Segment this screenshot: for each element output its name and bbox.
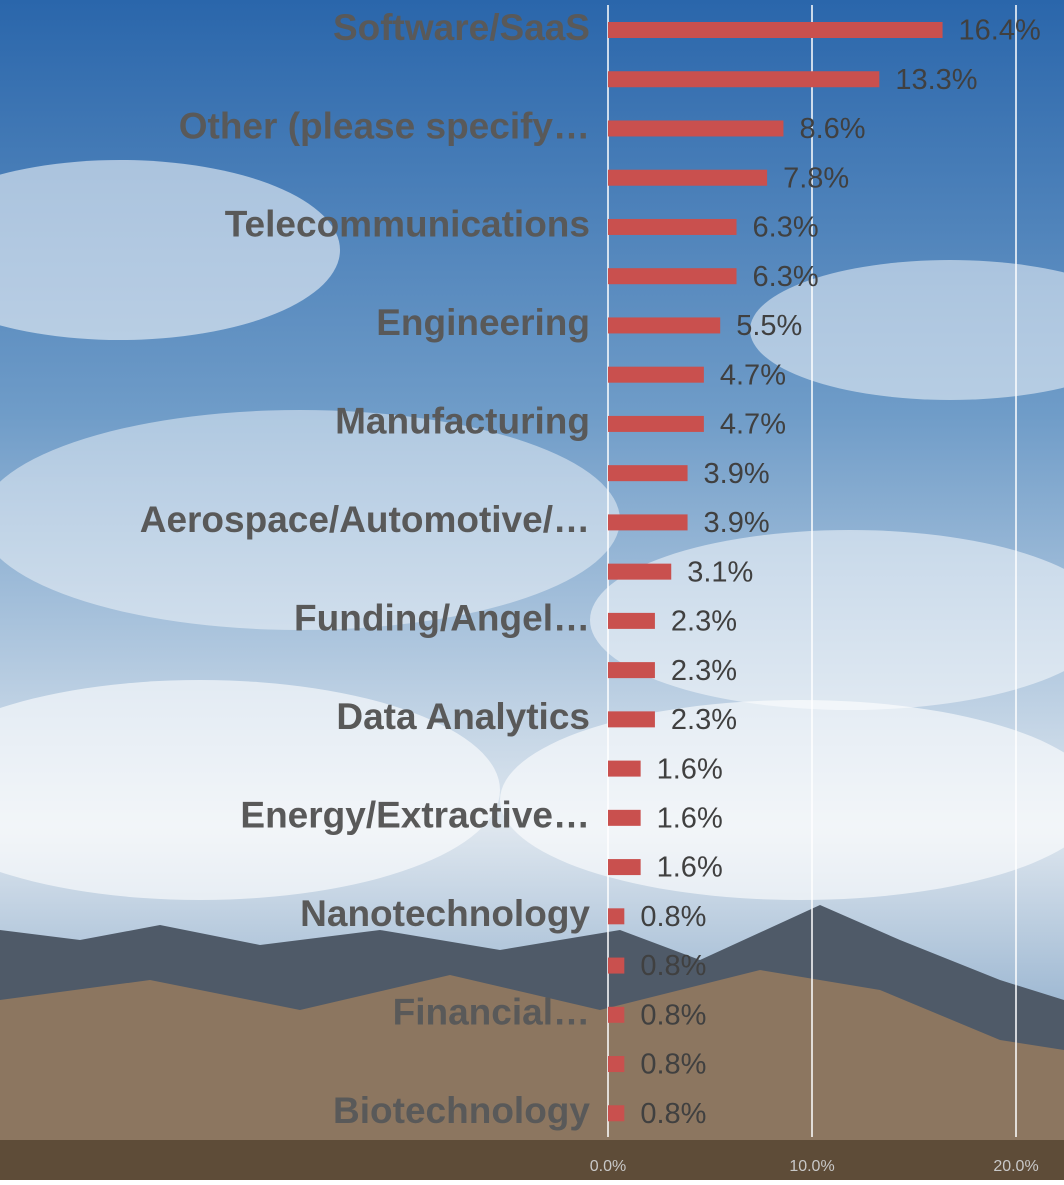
cloud bbox=[0, 680, 500, 900]
value-label: 0.8% bbox=[640, 950, 706, 982]
value-label: 2.3% bbox=[671, 655, 737, 687]
bar bbox=[608, 1006, 625, 1023]
bar bbox=[608, 71, 880, 88]
y-tick-label: Nanotechnology bbox=[300, 893, 590, 934]
value-label: 7.8% bbox=[783, 162, 849, 194]
bar bbox=[608, 711, 655, 728]
bar bbox=[608, 859, 641, 876]
bar bbox=[608, 908, 625, 925]
value-label: 1.6% bbox=[657, 753, 723, 785]
bar bbox=[608, 1105, 625, 1122]
y-tick-label: Energy/Extractive… bbox=[240, 795, 590, 836]
cloud bbox=[590, 530, 1064, 710]
bar bbox=[608, 760, 641, 777]
y-tick-label: Manufacturing bbox=[335, 401, 590, 442]
bar bbox=[608, 22, 943, 38]
bar bbox=[608, 169, 768, 186]
value-label: 5.5% bbox=[736, 310, 802, 342]
x-tick-label: 10.0% bbox=[789, 1158, 834, 1175]
y-tick-label: Financial… bbox=[393, 992, 590, 1033]
y-tick-label: Engineering bbox=[376, 302, 590, 343]
ground bbox=[0, 1140, 1064, 1180]
y-tick-label: Funding/Angel… bbox=[294, 598, 590, 639]
value-label: 6.3% bbox=[753, 261, 819, 293]
value-label: 8.6% bbox=[799, 113, 865, 145]
value-label: 0.8% bbox=[640, 999, 706, 1031]
value-label: 6.3% bbox=[753, 212, 819, 244]
value-label: 16.4% bbox=[959, 15, 1041, 47]
value-label: 2.3% bbox=[671, 704, 737, 736]
y-tick-label: Biotechnology bbox=[333, 1090, 590, 1131]
bar bbox=[608, 415, 704, 432]
bar bbox=[608, 563, 672, 580]
x-tick-label: 0.0% bbox=[590, 1158, 626, 1175]
value-label: 1.6% bbox=[657, 852, 723, 884]
hills bbox=[0, 970, 1064, 1180]
value-label: 13.3% bbox=[895, 64, 977, 96]
bar bbox=[608, 662, 655, 679]
bar bbox=[608, 268, 737, 285]
value-label: 4.7% bbox=[720, 409, 786, 441]
bar bbox=[608, 465, 688, 482]
value-label: 0.8% bbox=[640, 1049, 706, 1081]
x-tick-label: 20.0% bbox=[993, 1158, 1038, 1175]
y-tick-label: Aerospace/Automotive/… bbox=[140, 499, 590, 540]
y-tick-label: Data Analytics bbox=[336, 696, 590, 737]
bar bbox=[608, 366, 704, 383]
value-label: 1.6% bbox=[657, 802, 723, 834]
y-tick-label: Telecommunications bbox=[225, 204, 590, 245]
bar bbox=[608, 957, 625, 974]
value-label: 0.8% bbox=[640, 901, 706, 933]
value-label: 3.9% bbox=[704, 458, 770, 490]
cloud bbox=[0, 160, 340, 340]
bar bbox=[608, 809, 641, 826]
bar bbox=[608, 120, 784, 137]
bar bbox=[608, 514, 688, 531]
value-label: 2.3% bbox=[671, 606, 737, 638]
bar bbox=[608, 317, 721, 334]
value-label: 0.8% bbox=[640, 1098, 706, 1130]
bar bbox=[608, 218, 737, 235]
cloud bbox=[500, 700, 1064, 900]
bar bbox=[608, 612, 655, 629]
y-tick-label: Software/SaaS bbox=[333, 7, 590, 48]
value-label: 4.7% bbox=[720, 359, 786, 391]
value-label: 3.1% bbox=[687, 556, 753, 588]
bar bbox=[608, 1056, 625, 1073]
cloud bbox=[0, 410, 620, 630]
cloud bbox=[750, 260, 1064, 400]
y-tick-label: Other (please specify… bbox=[179, 105, 590, 146]
value-label: 3.9% bbox=[704, 507, 770, 539]
